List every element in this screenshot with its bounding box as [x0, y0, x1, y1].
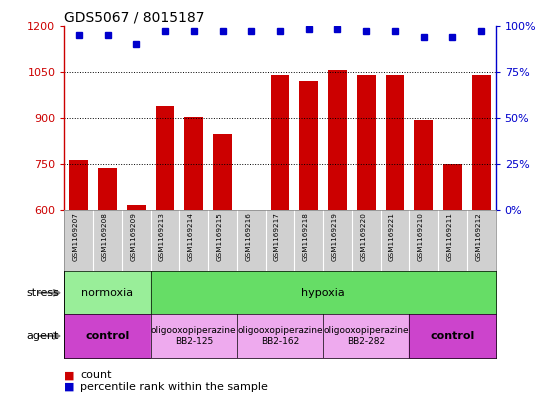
Text: percentile rank within the sample: percentile rank within the sample	[80, 382, 268, 392]
Text: ■: ■	[64, 382, 75, 392]
Text: GSM1169214: GSM1169214	[188, 212, 194, 261]
Text: stress: stress	[26, 288, 59, 298]
Text: oligooxopiperazine
BB2-125: oligooxopiperazine BB2-125	[151, 326, 236, 346]
Text: oligooxopiperazine
BB2-162: oligooxopiperazine BB2-162	[237, 326, 323, 346]
Text: GSM1169211: GSM1169211	[446, 212, 452, 261]
Text: count: count	[80, 370, 111, 380]
Bar	[443, 164, 462, 210]
Text: GSM1169218: GSM1169218	[303, 212, 309, 261]
Text: normoxia: normoxia	[81, 288, 134, 298]
Text: GSM1169207: GSM1169207	[73, 212, 79, 261]
Text: GSM1169220: GSM1169220	[360, 212, 366, 261]
Text: hypoxia: hypoxia	[301, 288, 345, 298]
Bar	[472, 75, 491, 210]
Text: agent: agent	[26, 331, 59, 341]
Bar	[328, 70, 347, 210]
Bar	[386, 75, 404, 210]
Text: ■: ■	[64, 370, 75, 380]
Bar	[414, 120, 433, 210]
Text: GSM1169210: GSM1169210	[418, 212, 424, 261]
Text: GSM1169219: GSM1169219	[332, 212, 338, 261]
Text: GDS5067 / 8015187: GDS5067 / 8015187	[64, 10, 205, 24]
Text: GSM1169215: GSM1169215	[217, 212, 222, 261]
Bar	[300, 81, 318, 210]
Text: GSM1169212: GSM1169212	[475, 212, 481, 261]
Bar	[184, 117, 203, 210]
Text: GSM1169213: GSM1169213	[159, 212, 165, 261]
Text: GSM1169216: GSM1169216	[245, 212, 251, 261]
Bar	[357, 75, 376, 210]
Bar	[127, 205, 146, 210]
Text: GSM1169221: GSM1169221	[389, 212, 395, 261]
Text: control: control	[430, 331, 475, 341]
Text: GSM1169217: GSM1169217	[274, 212, 280, 261]
Bar	[270, 75, 290, 210]
Bar	[69, 160, 88, 210]
Text: oligooxopiperazine
BB2-282: oligooxopiperazine BB2-282	[324, 326, 409, 346]
Bar	[98, 168, 117, 210]
Text: control: control	[85, 331, 130, 341]
Bar	[156, 106, 174, 210]
Bar	[213, 134, 232, 210]
Text: GSM1169208: GSM1169208	[101, 212, 108, 261]
Text: GSM1169209: GSM1169209	[130, 212, 136, 261]
